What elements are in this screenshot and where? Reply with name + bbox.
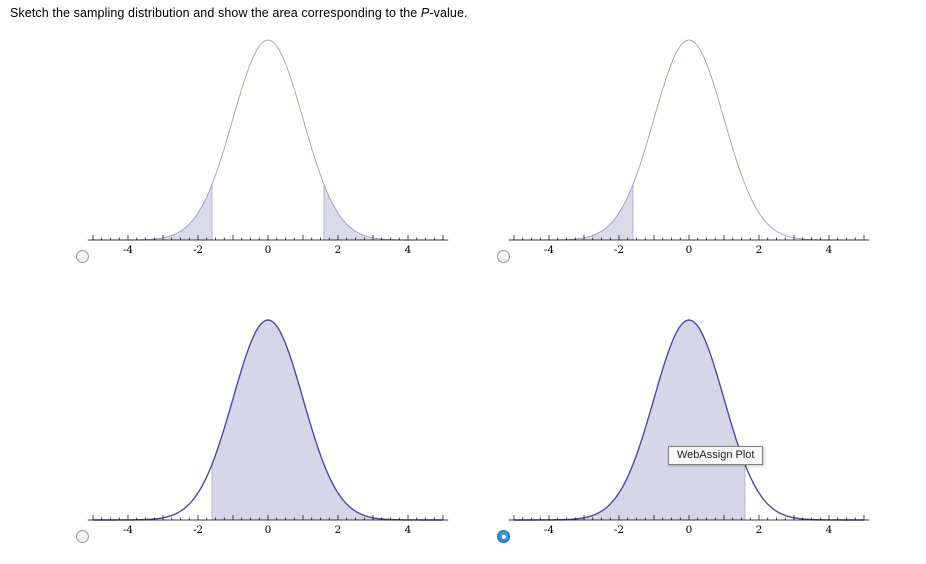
svg-text:0: 0	[265, 524, 272, 536]
svg-text:2: 2	[756, 244, 763, 256]
svg-text:4: 4	[405, 244, 412, 256]
option-2-radio[interactable]	[497, 250, 510, 263]
svg-text:-4: -4	[544, 244, 555, 256]
svg-text:-2: -2	[614, 244, 624, 256]
plot-left-tail-shaded: -4 -2 0 2 4	[508, 39, 870, 256]
svg-text:0: 0	[265, 244, 272, 256]
question-p-italic: P	[420, 6, 430, 20]
svg-text:2: 2	[335, 244, 342, 256]
svg-text:-2: -2	[193, 524, 203, 536]
svg-text:0: 0	[686, 524, 693, 536]
question-prefix: Sketch the sampling distribution and sho…	[10, 6, 421, 20]
svg-text:-4: -4	[544, 524, 555, 536]
question-text: Sketch the sampling distribution and sho…	[10, 6, 468, 20]
webassign-plot-tooltip: WebAssign Plot	[668, 446, 764, 465]
question-suffix: -value.	[429, 6, 468, 20]
plot-left-of-positive-shaded: -4 -2 0 2 4	[508, 319, 870, 536]
plot-right-of-negative-shaded: -4 -2 0 2 4	[87, 319, 449, 536]
svg-text:4: 4	[405, 524, 412, 536]
option-3-radio[interactable]	[76, 530, 89, 543]
svg-text:2: 2	[756, 524, 763, 536]
svg-text:-2: -2	[614, 524, 624, 536]
svg-text:4: 4	[826, 244, 833, 256]
svg-text:-4: -4	[123, 524, 134, 536]
svg-text:-4: -4	[123, 244, 134, 256]
svg-text:0: 0	[686, 244, 693, 256]
svg-text:-2: -2	[193, 244, 203, 256]
plot-two-tailed-shaded: -4 -2 0 2 4	[87, 39, 449, 256]
svg-text:4: 4	[826, 524, 833, 536]
option-1-radio[interactable]	[76, 250, 89, 263]
svg-text:2: 2	[335, 524, 342, 536]
option-4-radio[interactable]	[497, 530, 510, 543]
